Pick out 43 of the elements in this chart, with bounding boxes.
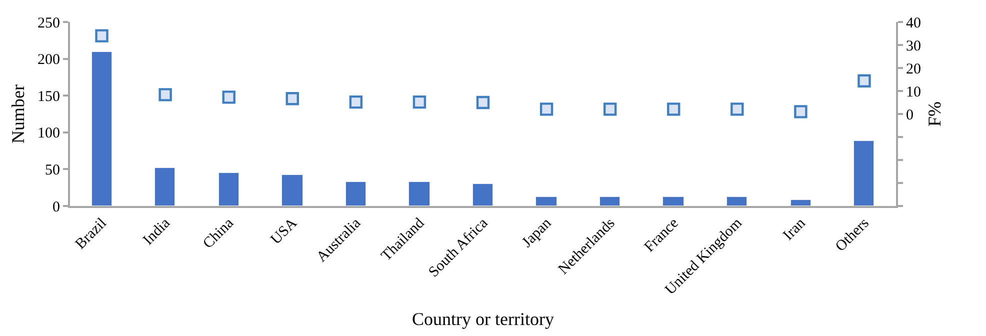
bar xyxy=(92,52,112,206)
y-tick-label: 50 xyxy=(45,162,60,178)
bar xyxy=(472,184,493,206)
bar xyxy=(600,196,620,206)
y2-tick-label: 10 xyxy=(906,84,921,100)
x-tick-label: USA xyxy=(268,215,301,248)
point xyxy=(222,90,236,104)
point xyxy=(95,29,108,42)
bar xyxy=(282,174,303,206)
y2-axis-title: F% xyxy=(924,101,945,127)
y-tick-label: 0 xyxy=(52,199,60,216)
point xyxy=(476,96,490,110)
bar xyxy=(408,182,430,206)
point xyxy=(603,102,617,116)
point xyxy=(158,88,172,102)
point xyxy=(858,74,871,88)
y2-tick-label: 20 xyxy=(906,61,921,78)
y-tick-label: 200 xyxy=(38,52,60,68)
y2-tick-label: 0 xyxy=(906,107,914,124)
bar xyxy=(790,200,811,206)
y-tick-label: 100 xyxy=(38,126,60,142)
point xyxy=(667,102,680,116)
point xyxy=(412,95,426,109)
bar xyxy=(218,172,239,206)
x-axis-title: Country or territory xyxy=(412,308,554,329)
bar xyxy=(662,196,684,206)
bar xyxy=(854,140,874,206)
x-tick-label: Iran xyxy=(780,214,810,244)
bar xyxy=(346,182,366,206)
point xyxy=(730,102,744,116)
bar xyxy=(726,196,747,206)
y-axis-title: Number xyxy=(8,84,28,144)
y-tick-label: 150 xyxy=(38,88,60,105)
y2-tick-label: 40 xyxy=(906,15,921,32)
y-tick-label: 250 xyxy=(38,15,60,32)
point xyxy=(286,92,299,106)
point xyxy=(540,102,554,116)
point xyxy=(794,105,808,118)
bar xyxy=(536,196,557,206)
y2-tick-label: 30 xyxy=(906,38,921,54)
bar xyxy=(154,168,175,206)
x-tick-label: India xyxy=(140,215,174,248)
point xyxy=(349,95,363,109)
